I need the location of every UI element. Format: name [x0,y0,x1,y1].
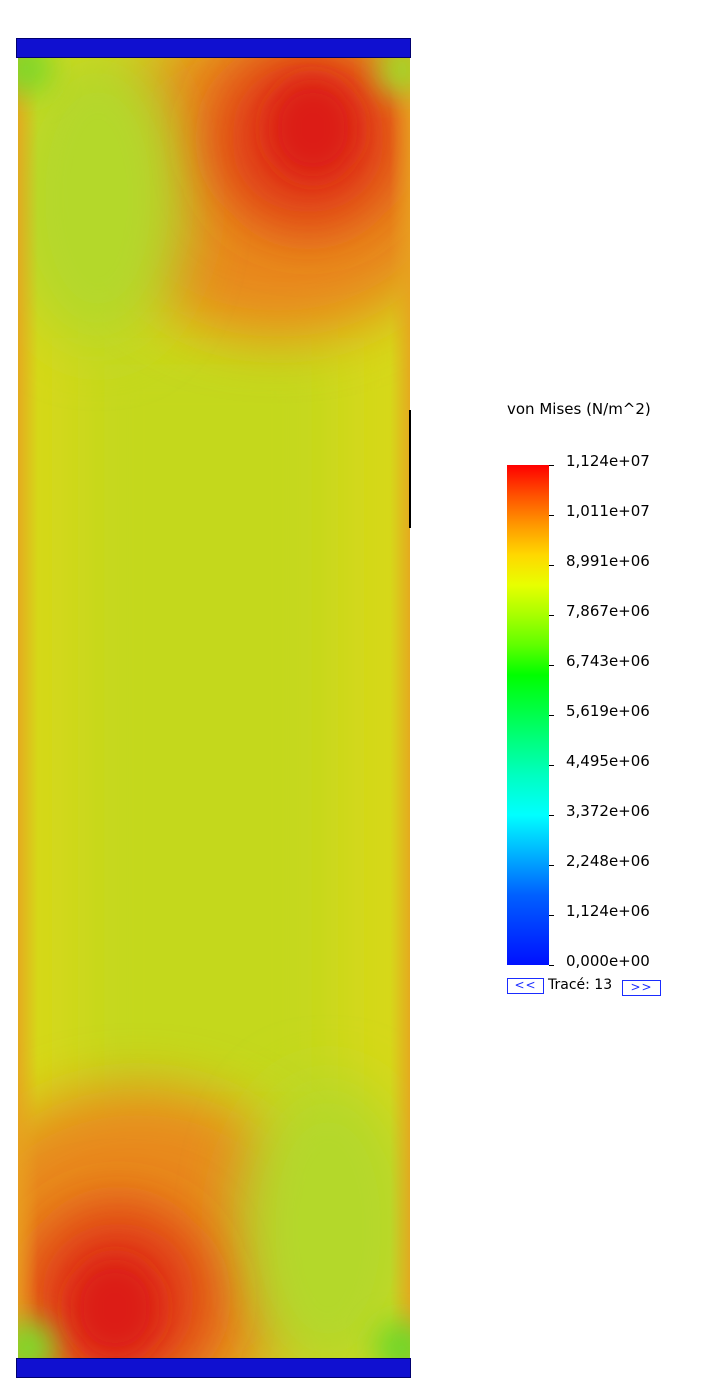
edge-marker [409,410,411,528]
stress-field-graphic [18,58,410,1358]
legend-tick [549,665,554,666]
legend-tick [549,715,554,716]
legend-tick-label: 5,619e+06 [566,702,650,720]
legend-tick-label: 1,124e+07 [566,452,650,470]
legend-tick-label: 1,124e+06 [566,902,650,920]
legend-title: von Mises (N/m^2) [507,400,651,418]
plot-number-label: Tracé: 13 [548,977,613,993]
top-fixture [16,38,411,58]
legend-tick-label: 7,867e+06 [566,602,650,620]
legend-tick [549,615,554,616]
legend-tick [549,965,554,966]
legend-tick [549,865,554,866]
bottom-fixture [16,1358,411,1378]
legend-tick-label: 6,743e+06 [566,652,650,670]
legend-tick-label: 8,991e+06 [566,552,650,570]
legend-tick-label: 1,011e+07 [566,502,650,520]
color-scale-bar [507,465,549,965]
legend-tick [549,915,554,916]
legend-tick [549,765,554,766]
legend-tick-label: 3,372e+06 [566,802,650,820]
stress-field [18,58,410,1358]
stress-plot [16,38,411,1378]
legend-tick-label: 2,248e+06 [566,852,650,870]
legend-tick-label: 0,000e+00 [566,952,650,970]
next-plot-button[interactable]: >> [622,980,661,996]
legend-tick [549,815,554,816]
previous-plot-button[interactable]: << [507,978,544,994]
legend-tick-label: 4,495e+06 [566,752,650,770]
legend-tick [549,465,554,466]
legend-tick [549,515,554,516]
legend-tick [549,565,554,566]
